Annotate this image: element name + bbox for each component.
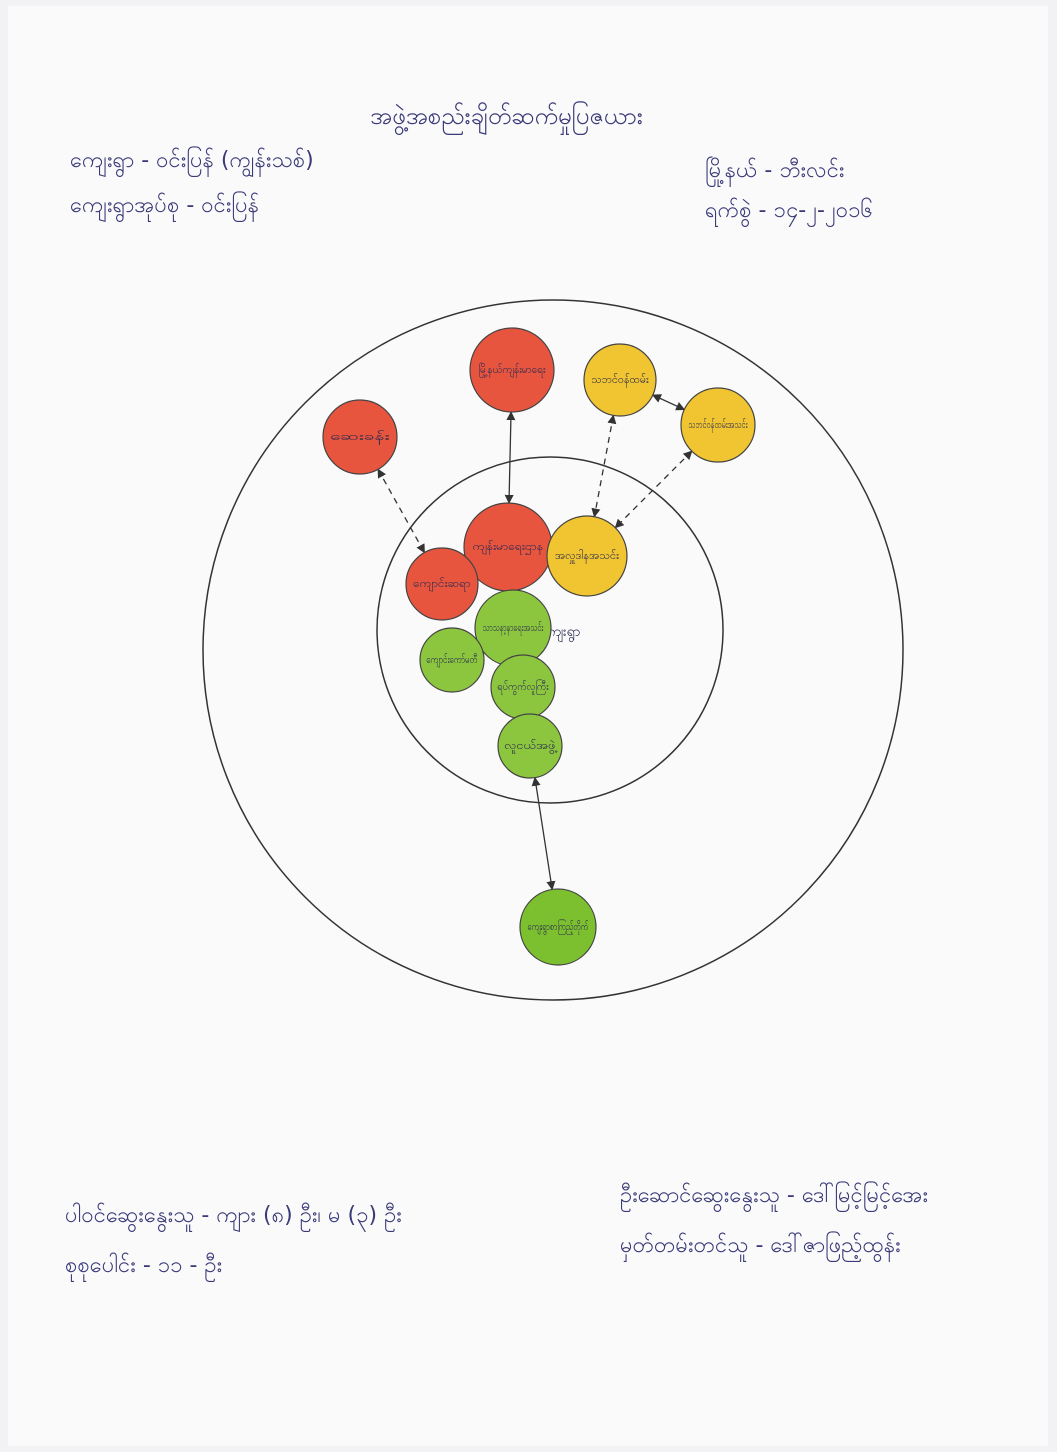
node-label: ရပ်ကွက်လူကြီး [497, 679, 548, 695]
node-label: ကျေးရွာစာကြည့်တိုက် [528, 919, 589, 935]
node-label: သဘင်ဝန်ထမ်း [591, 373, 649, 388]
node-label: ကျန်းမာရေးဌာန [473, 540, 543, 555]
arrow [509, 412, 511, 503]
node-label: အလှူဒါနအသင်း [555, 549, 619, 564]
recorder: မှတ်တမ်းတင်သူ - ဒေါ်ဇာဖြည့်ထွန်း [620, 1230, 901, 1263]
node-label: ကျောင်းဆရာ [413, 577, 471, 592]
node-label: လူငယ်အဖွဲ့ [504, 739, 556, 754]
arrow [378, 469, 424, 552]
node-label: သဘင်ဝန်ထမ်းအသင်း [688, 418, 747, 433]
node-label: သာသနာ့နာရေးအသင်း [483, 621, 544, 636]
node-label: ကျောင်းကော်မတီ [426, 653, 477, 668]
node-label: ဆေးခန်း [330, 430, 390, 445]
total: စုစုပေါင်း - ၁၁ - ဦး [65, 1250, 222, 1283]
arrow [653, 395, 685, 410]
facilitator: ဦးဆောင်ဆွေးနွေးသူ - ဒေါ်မြင့်မြင့်အေး [620, 1180, 928, 1213]
arrow [535, 778, 552, 890]
participants: ပါဝင်ဆွေးနွေးသူ - ကျား (၈) ဦး၊ မ (၃) ဦး [65, 1200, 402, 1233]
page: အဖွဲ့အစည်းချိတ်ဆက်မှုပြဇယား ကျေးရွာ - ဝင… [0, 0, 1057, 1452]
node-label: မြို့နယ်ကျန်းမာရေး [478, 362, 545, 378]
